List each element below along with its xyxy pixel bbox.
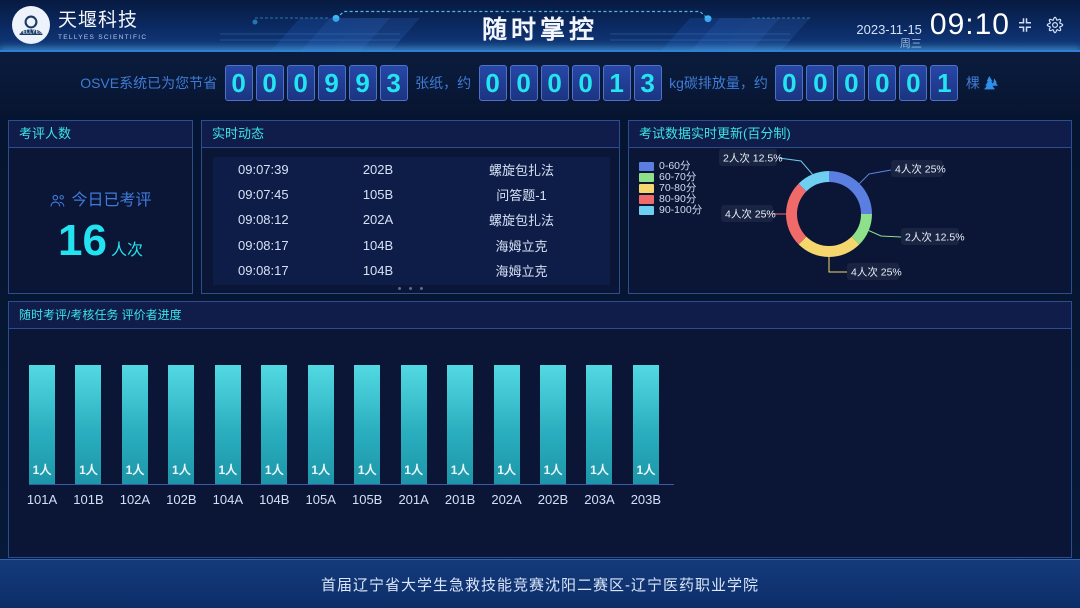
svg-text:4人次 25%: 4人次 25% [725,208,776,221]
svg-text:2人次 12.5%: 2人次 12.5% [723,152,783,165]
svg-text:2人次 12.5%: 2人次 12.5% [905,231,965,244]
svg-text:4人次 25%: 4人次 25% [895,163,946,176]
svg-text:4人次 25%: 4人次 25% [851,266,902,279]
